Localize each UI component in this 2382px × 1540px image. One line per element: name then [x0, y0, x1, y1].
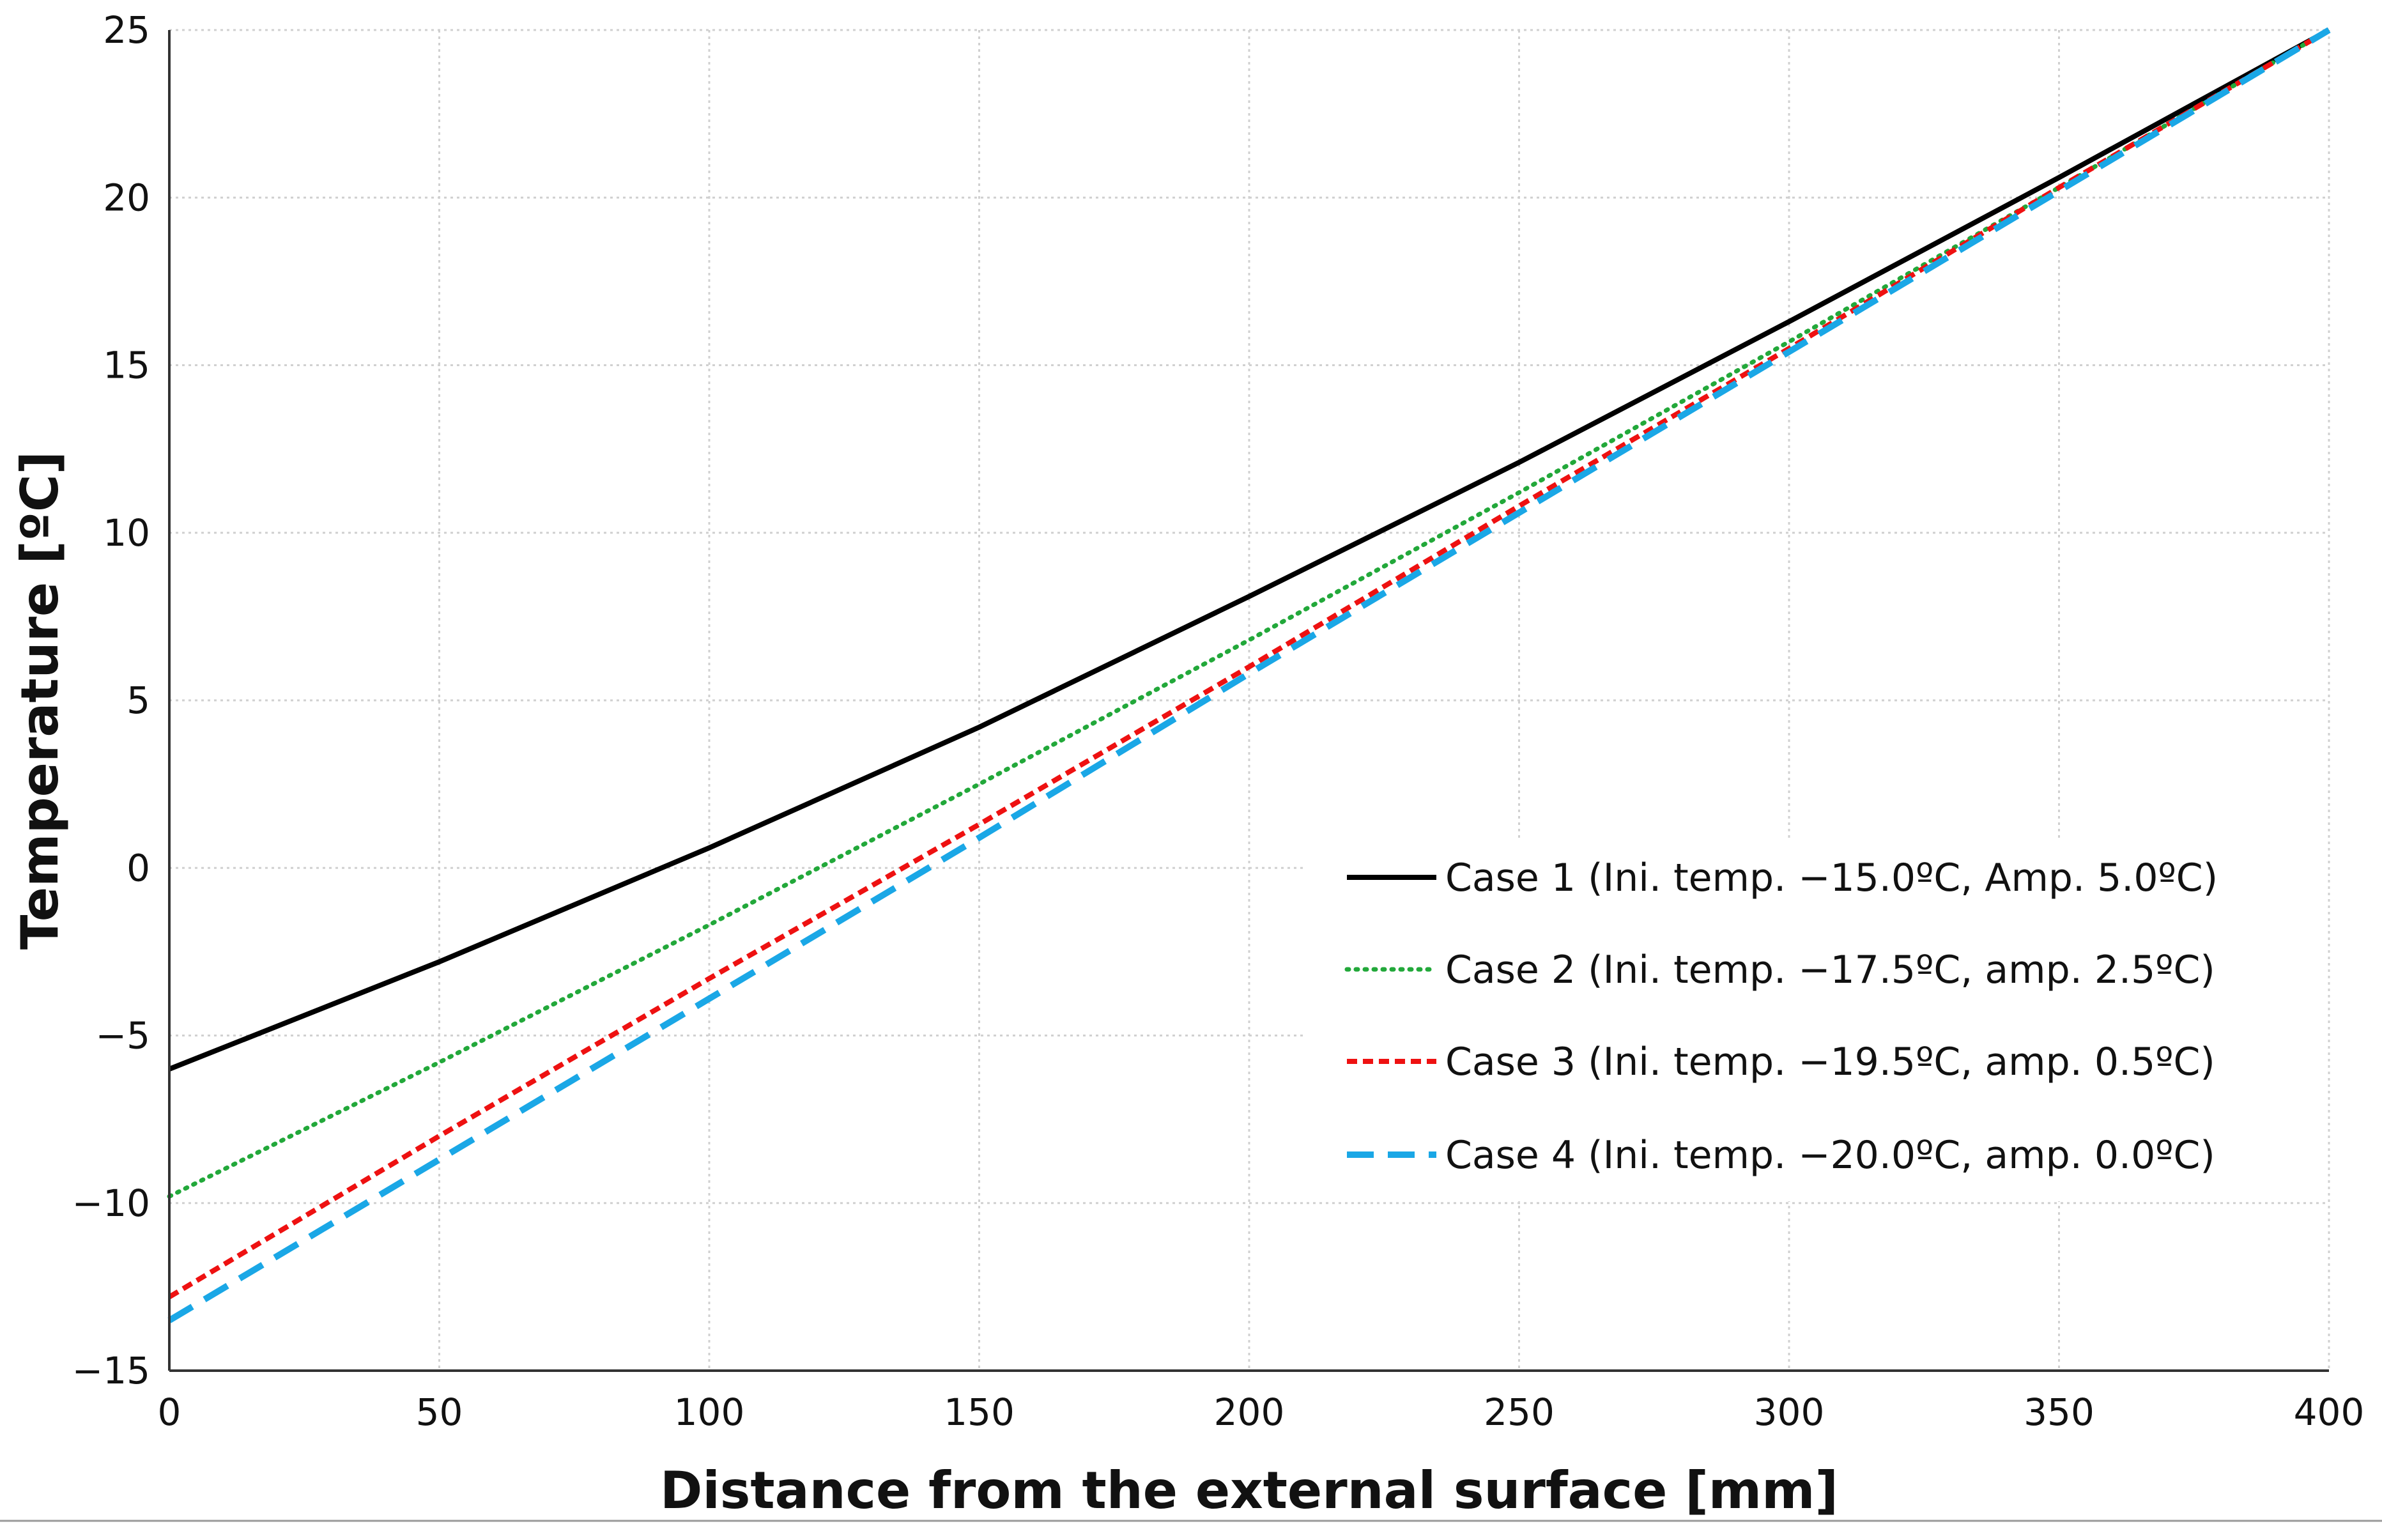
series-line-case-4	[167, 27, 2331, 1323]
x-tick-label: 400	[2294, 1390, 2365, 1434]
legend-box	[1303, 840, 2326, 1201]
y-tick-label: 15	[103, 344, 150, 387]
x-tick-label: 150	[944, 1390, 1015, 1434]
y-axis-title: Temperature [ºC]	[10, 451, 70, 950]
legend-label-case-2: Case 2 (Ini. temp. −17.5ºC, amp. 2.5ºC)	[1445, 948, 2215, 992]
legend: Case 1 (Ini. temp. −15.0ºC, Amp. 5.0ºC) C…	[1344, 856, 2218, 1178]
y-tick-label: 5	[127, 679, 150, 722]
x-tick-labels: 0 50 100 150 200 250 300 350 400	[158, 1390, 2365, 1434]
x-tick-label: 50	[416, 1390, 463, 1434]
y-tick-label: 25	[103, 8, 150, 52]
y-tick-label: 20	[103, 176, 150, 219]
y-tick-label: 10	[103, 511, 150, 555]
x-tick-label: 250	[1484, 1390, 1555, 1434]
x-axis-title: Distance from the external surface [mm]	[660, 1461, 1838, 1520]
legend-label-case-4: Case 4 (Ini. temp. −20.0ºC, amp. 0.0ºC)	[1445, 1133, 2215, 1178]
x-tick-label: 200	[1214, 1390, 1285, 1434]
series-lines	[167, 27, 2332, 1323]
x-tick-label: 0	[158, 1390, 181, 1434]
x-tick-label: 300	[1754, 1390, 1825, 1434]
y-tick-label: −15	[72, 1349, 150, 1392]
y-tick-labels: −15 −10 −5 0 5 10 15 20 25	[72, 8, 150, 1392]
legend-label-case-1: Case 1 (Ini. temp. −15.0ºC, Amp. 5.0ºC)	[1445, 856, 2218, 900]
y-tick-label: −5	[96, 1014, 151, 1058]
horizontal-gridlines	[169, 29, 2329, 1205]
series-line-case-2	[167, 27, 2332, 1199]
legend-label-case-3: Case 3 (Ini. temp. −19.5ºC, amp. 0.5ºC)	[1445, 1040, 2215, 1084]
series-line-case-1	[168, 27, 2330, 1072]
x-tick-label: 350	[2024, 1390, 2094, 1434]
y-tick-label: 0	[127, 846, 150, 889]
x-tick-label: 100	[674, 1390, 745, 1434]
y-tick-label: −10	[72, 1182, 150, 1225]
